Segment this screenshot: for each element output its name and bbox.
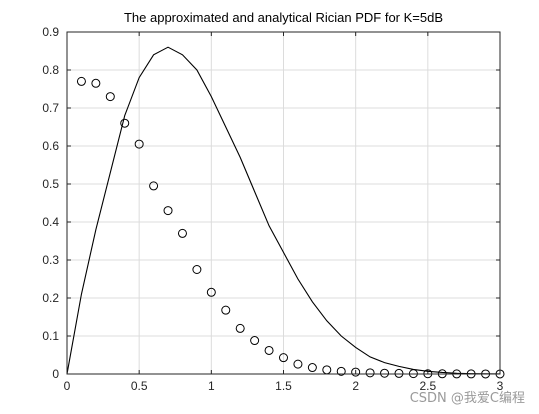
data-point [365, 368, 375, 378]
y-tick-labels: 0 0.1 0.2 0.3 0.4 0.5 0.6 0.7 0.8 0.9 [42, 25, 59, 381]
data-point [293, 359, 303, 369]
y-tick-label: 0.9 [42, 25, 59, 39]
approximated-pdf-markers [76, 76, 505, 379]
data-point [192, 265, 202, 274]
data-point [105, 92, 115, 102]
analytical-pdf-curve [66, 46, 501, 375]
data-point [177, 228, 187, 238]
data-point [134, 139, 144, 149]
y-tick-label: 0.7 [42, 101, 59, 115]
chart-title: The approximated and analytical Rician P… [124, 10, 443, 25]
x-tick-label: 2.5 [419, 379, 436, 393]
x-tick-labels: 0 0.5 1 1.5 2 2.5 3 [64, 379, 504, 393]
data-point [206, 287, 216, 297]
y-tick-label: 0.3 [42, 253, 59, 267]
data-point [250, 336, 260, 346]
data-point [380, 368, 390, 378]
x-tick-label: 0 [64, 379, 71, 393]
x-tick-label: 0.5 [131, 379, 148, 393]
data-point [163, 206, 173, 216]
x-tick-label: 2 [352, 379, 359, 393]
data-point [336, 366, 346, 376]
data-point [91, 78, 101, 88]
y-tick-label: 0.6 [42, 139, 59, 153]
data-point [235, 323, 245, 333]
data-point [221, 305, 231, 315]
y-tick-label: 0.4 [42, 215, 59, 229]
watermark: CSDN @我爱C编程 [409, 391, 525, 406]
data-point [394, 368, 404, 378]
y-tick-label: 0.2 [42, 291, 59, 305]
y-tick-label: 0.1 [42, 329, 59, 343]
axes-box [66, 31, 501, 375]
data-point [307, 363, 317, 373]
y-tick-label: 0.8 [42, 63, 59, 77]
series-line-path [66, 46, 501, 375]
y-tick-label: 0 [52, 367, 59, 381]
x-tick-label: 1.5 [275, 379, 292, 393]
data-point [351, 367, 361, 377]
data-point [279, 353, 288, 363]
data-point [120, 118, 130, 128]
x-tick-label: 1 [208, 379, 215, 393]
data-point [76, 76, 86, 86]
x-tick-label: 3 [497, 379, 504, 393]
y-tick-label: 0.5 [42, 177, 59, 191]
data-point [264, 345, 274, 355]
data-point [149, 181, 159, 191]
